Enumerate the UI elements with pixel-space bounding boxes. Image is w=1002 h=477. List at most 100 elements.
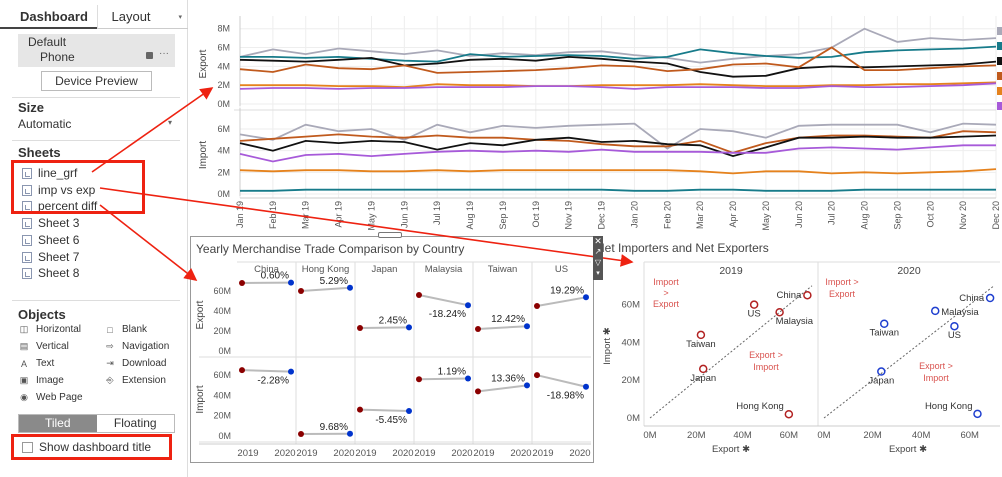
x-tick-label: 2019 — [473, 448, 494, 459]
sheet-item-sheet-8[interactable]: Sheet 8 — [22, 266, 79, 280]
globe-icon: ◉ — [20, 392, 28, 402]
x-tick-label: 2020 — [274, 448, 295, 459]
close-icon[interactable]: ✕ — [594, 236, 602, 246]
show-dashboard-title-toggle[interactable]: Show dashboard title — [22, 440, 151, 454]
sheet-label: Sheet 6 — [38, 233, 80, 247]
object-vertical[interactable]: ▤ Vertical — [18, 341, 69, 352]
point-label: Malaysia — [776, 316, 814, 327]
more-options-icon[interactable]: ··· — [159, 48, 169, 59]
point-label: Hong Kong — [736, 401, 784, 412]
x-tick-label: Jul 19 — [432, 201, 442, 225]
object-extension[interactable]: ⎆ Extension — [104, 375, 166, 386]
column-header: Taiwan — [488, 264, 518, 275]
x-tick-label: 2020 — [333, 448, 354, 459]
object-text[interactable]: A Text — [18, 358, 54, 369]
worksheet-icon — [22, 251, 32, 263]
x-tick-label: Nov 20 — [958, 201, 968, 230]
percent-label: -5.45% — [375, 415, 407, 426]
x-tick-label: Nov 19 — [564, 201, 574, 230]
filter-icon[interactable]: ▽ — [594, 258, 602, 267]
legend-swatch — [997, 27, 1002, 35]
point-label: Japan — [868, 376, 894, 387]
y-tick-label: 60M — [213, 286, 231, 296]
tiled-button[interactable]: Tiled — [19, 415, 97, 432]
y-tick-label: 4M — [217, 61, 230, 71]
percent-label: 5.29% — [320, 276, 348, 287]
checkbox[interactable] — [22, 441, 33, 453]
x-tick-label: 2019 — [532, 448, 553, 459]
lock-icon — [146, 52, 153, 59]
blank-icon: □ — [107, 324, 113, 335]
y-axis-label: Export — [198, 49, 209, 78]
text-icon: A — [20, 358, 27, 369]
size-section-title: Size — [18, 100, 45, 115]
object-download[interactable]: ⇥ Download — [104, 358, 166, 369]
object-label: Image — [36, 375, 64, 386]
floating-button[interactable]: Floating — [113, 416, 157, 430]
scatter-chart-net-importers: Net Importers and Net Exporters 2019 0M 20M… — [596, 241, 1000, 455]
region-label-export-gt-import: Export > Import — [749, 350, 783, 372]
scatter-point — [879, 319, 889, 328]
sheet-label: Sheet 3 — [38, 216, 80, 230]
object-horizontal[interactable]: ◫ Horizontal — [18, 324, 81, 335]
point-2020 — [347, 284, 353, 291]
scatter-point — [930, 306, 940, 316]
sheet-item-percent-diff[interactable]: percent diff — [22, 199, 97, 213]
x-tick-label: 2020 — [510, 448, 531, 459]
scatter-point — [696, 330, 706, 340]
object-web-page[interactable]: ◉ Web Page — [18, 392, 82, 403]
point-label: China — [777, 290, 803, 301]
x-tick-label: Mar 20 — [695, 201, 705, 229]
percent-label: 9.68% — [320, 422, 348, 433]
object-label: Navigation — [122, 341, 170, 352]
point-2019 — [475, 388, 481, 395]
download-icon: ⇥ — [106, 358, 114, 368]
point-2019 — [357, 325, 363, 331]
dumbbell-connector — [477, 384, 528, 393]
sheet-item-line-grf[interactable]: line_grf — [22, 166, 77, 180]
device-default-phone[interactable]: Default Phone ··· — [18, 34, 175, 67]
object-label: Vertical — [36, 341, 69, 352]
y-axis-label: Import ✱ — [602, 327, 613, 365]
x-tick-label: Dec 20 — [991, 201, 1001, 230]
scatter-point — [698, 364, 708, 374]
point-2019 — [357, 406, 363, 413]
region-label-import-gt-export: Import > Export — [825, 277, 858, 299]
legend-swatch — [997, 72, 1002, 80]
scatter-point — [985, 293, 995, 303]
chevron-down-icon[interactable]: ▾ — [168, 118, 173, 127]
object-navigation[interactable]: ⇨ Navigation — [104, 341, 169, 352]
point-2019 — [475, 326, 481, 332]
drag-handle[interactable] — [378, 232, 402, 238]
legend-swatch — [997, 102, 1002, 110]
percent-label: 13.36% — [491, 373, 525, 384]
point-label: US — [748, 309, 761, 320]
more-options-icon[interactable]: ▾ — [596, 270, 600, 277]
x-tick-label: 2020 — [451, 448, 472, 459]
tab-dashboard[interactable]: Dashboard — [0, 5, 97, 29]
object-image[interactable]: ▣ Image — [18, 375, 64, 386]
sheet-item-imp-vs-exp[interactable]: imp vs exp — [22, 183, 95, 197]
sheet-item-sheet-7[interactable]: Sheet 7 — [22, 250, 79, 264]
series-line — [239, 27, 997, 64]
worksheet-icon — [22, 234, 32, 246]
y-tick-label: 0M — [218, 346, 231, 356]
dumbbell-connector — [241, 369, 292, 373]
series-line — [239, 82, 997, 90]
device-preview-button[interactable]: Device Preview — [41, 71, 152, 91]
extension-icon: ⎆ — [106, 375, 114, 385]
percent-label: 19.29% — [550, 285, 584, 296]
x-tick-label: Apr 19 — [334, 201, 344, 228]
panel-header: 2019 — [719, 265, 743, 277]
go-to-sheet-icon[interactable]: ↗ — [594, 247, 602, 256]
object-blank[interactable]: □ Blank — [104, 324, 147, 335]
diagonal-reference-line — [823, 285, 995, 419]
size-dropdown[interactable]: Automatic — [18, 117, 72, 131]
sheet-item-sheet-6[interactable]: Sheet 6 — [22, 233, 79, 247]
point-2020 — [347, 430, 353, 437]
dumbbell-connector — [418, 294, 469, 307]
tab-layout[interactable]: Layout ▾ — [96, 5, 188, 29]
worksheet-icon — [22, 217, 32, 229]
sheet-item-sheet-3[interactable]: Sheet 3 — [22, 216, 79, 230]
point-2020 — [288, 368, 294, 375]
